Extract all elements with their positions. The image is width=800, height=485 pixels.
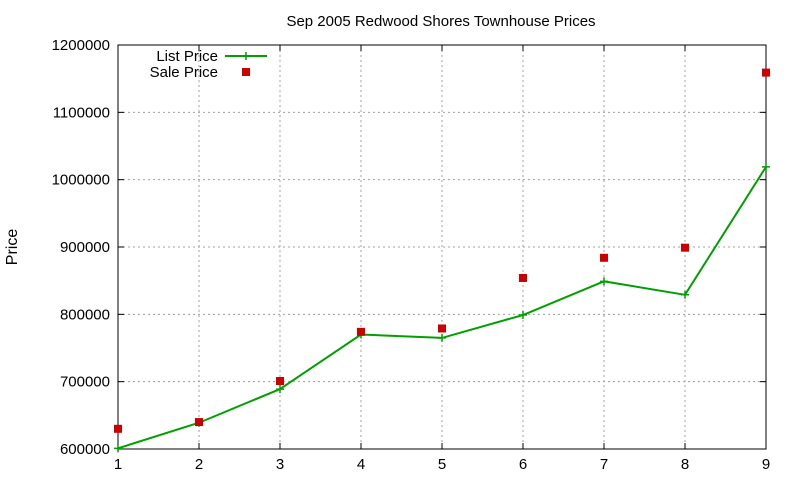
y-tick-label: 1200000 [52, 37, 110, 54]
sale-price-point [519, 273, 527, 282]
list-price-point [600, 277, 608, 286]
sale-price-point [681, 243, 689, 252]
y-tick-label: 600000 [60, 441, 110, 458]
y-tick-label: 700000 [60, 374, 110, 391]
sale-price-point [276, 376, 284, 385]
x-tick-label: 4 [357, 456, 365, 473]
series-layer [114, 68, 770, 453]
list-price-point [519, 311, 527, 320]
x-tick-label: 7 [600, 456, 608, 473]
x-tick-label: 3 [276, 456, 284, 473]
sale-price-point [357, 327, 365, 336]
sale-price-point [114, 424, 122, 433]
legend-marker-list-price [242, 52, 250, 60]
list-price-point [114, 444, 122, 453]
list-price-point [762, 162, 770, 171]
sale-price-point [438, 324, 446, 333]
plot-border [117, 44, 767, 450]
y-tick-label: 800000 [60, 306, 110, 323]
y-tick-label: 1100000 [53, 104, 110, 121]
x-tick-label: 1 [114, 456, 122, 473]
sale-price-point [762, 68, 770, 77]
legend-marker-sale-price [242, 68, 250, 76]
x-tick-label: 5 [438, 456, 446, 473]
list-price-point [438, 333, 446, 342]
x-tick-label: 8 [681, 456, 689, 473]
y-tick-label: 1000000 [52, 172, 110, 189]
y-tick-label: 900000 [60, 239, 110, 256]
y-axis-label: Price [4, 229, 21, 266]
list-price-point [681, 290, 689, 299]
grid [118, 45, 766, 449]
x-tick-label: 2 [195, 456, 203, 473]
sale-price-point [600, 253, 608, 262]
legend-label-sale-price: Sale Price [150, 64, 218, 81]
sale-price-point [195, 418, 203, 427]
x-tick-label: 6 [519, 456, 527, 473]
chart-title: Sep 2005 Redwood Shores Townhouse Prices [286, 13, 595, 30]
x-tick-label: 9 [762, 456, 770, 473]
axes: 1 2 3 4 5 6 7 8 9 600000 700000 800000 900000 1000000… [52, 37, 771, 473]
legend-label-list-price: List Price [156, 48, 218, 65]
list-price-point [276, 385, 284, 394]
